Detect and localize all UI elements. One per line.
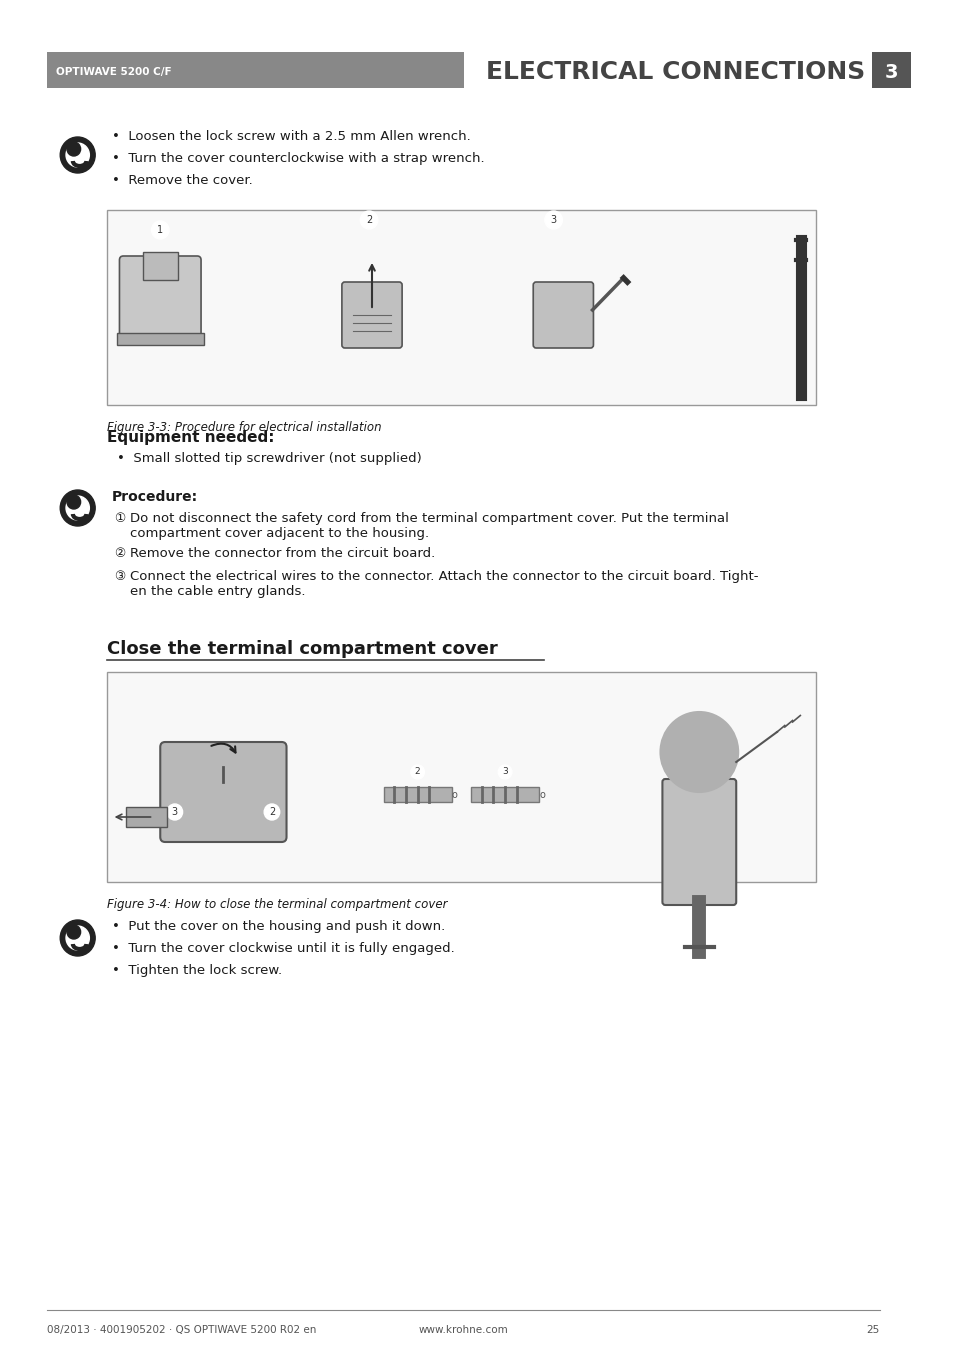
FancyBboxPatch shape — [116, 332, 204, 345]
Text: OPTIWAVE 5200 C/F: OPTIWAVE 5200 C/F — [56, 68, 172, 77]
Circle shape — [67, 142, 81, 155]
Text: 3: 3 — [501, 767, 507, 777]
Text: 3: 3 — [172, 807, 177, 817]
Circle shape — [60, 136, 95, 173]
Circle shape — [60, 490, 95, 526]
Text: o: o — [451, 790, 457, 800]
Text: •  Remove the cover.: • Remove the cover. — [112, 174, 253, 186]
Text: Connect the electrical wires to the connector. Attach the connector to the circu: Connect the electrical wires to the conn… — [130, 570, 758, 598]
Circle shape — [60, 920, 95, 957]
FancyBboxPatch shape — [160, 742, 286, 842]
Circle shape — [67, 925, 81, 939]
Text: ①: ① — [113, 512, 125, 526]
FancyBboxPatch shape — [341, 282, 401, 349]
Text: 2: 2 — [269, 807, 274, 817]
Text: ②: ② — [113, 547, 125, 561]
FancyBboxPatch shape — [871, 51, 910, 88]
Circle shape — [264, 804, 279, 820]
Circle shape — [497, 765, 512, 780]
Text: www.krohne.com: www.krohne.com — [418, 1325, 508, 1335]
Text: ③: ③ — [113, 570, 125, 584]
Text: Procedure:: Procedure: — [112, 490, 197, 504]
Circle shape — [167, 804, 182, 820]
Circle shape — [152, 222, 169, 239]
Text: o: o — [538, 790, 544, 800]
Text: Figure 3-4: How to close the terminal compartment cover: Figure 3-4: How to close the terminal co… — [107, 898, 447, 911]
Circle shape — [66, 925, 90, 950]
Text: Remove the connector from the circuit board.: Remove the connector from the circuit bo… — [130, 547, 435, 561]
Circle shape — [659, 712, 738, 792]
Circle shape — [66, 143, 90, 168]
Text: Equipment needed:: Equipment needed: — [107, 430, 274, 444]
FancyBboxPatch shape — [661, 780, 736, 905]
Circle shape — [67, 494, 81, 509]
Circle shape — [360, 211, 377, 230]
Text: 08/2013 · 4001905202 · QS OPTIWAVE 5200 R02 en: 08/2013 · 4001905202 · QS OPTIWAVE 5200 … — [47, 1325, 315, 1335]
FancyBboxPatch shape — [471, 788, 538, 802]
Text: •  Put the cover on the housing and push it down.: • Put the cover on the housing and push … — [112, 920, 444, 934]
Text: ELECTRICAL CONNECTIONS: ELECTRICAL CONNECTIONS — [485, 59, 864, 84]
FancyBboxPatch shape — [107, 671, 815, 882]
FancyBboxPatch shape — [143, 253, 177, 280]
FancyBboxPatch shape — [126, 807, 167, 827]
Text: 1: 1 — [157, 226, 163, 235]
Text: Close the terminal compartment cover: Close the terminal compartment cover — [107, 640, 497, 658]
Text: •  Turn the cover counterclockwise with a strap wrench.: • Turn the cover counterclockwise with a… — [112, 153, 484, 165]
Text: •  Turn the cover clockwise until it is fully engaged.: • Turn the cover clockwise until it is f… — [112, 942, 454, 955]
Text: 2: 2 — [415, 767, 420, 777]
Text: Figure 3-3: Procedure for electrical installation: Figure 3-3: Procedure for electrical ins… — [107, 422, 381, 434]
FancyBboxPatch shape — [107, 209, 815, 405]
Text: 3: 3 — [884, 62, 898, 81]
FancyBboxPatch shape — [383, 788, 451, 802]
FancyBboxPatch shape — [533, 282, 593, 349]
Text: •  Small slotted tip screwdriver (not supplied): • Small slotted tip screwdriver (not sup… — [116, 453, 421, 465]
Text: 3: 3 — [550, 215, 557, 226]
Text: 25: 25 — [866, 1325, 879, 1335]
Text: •  Tighten the lock screw.: • Tighten the lock screw. — [112, 965, 281, 977]
Circle shape — [66, 496, 90, 520]
Circle shape — [411, 765, 424, 780]
FancyBboxPatch shape — [47, 51, 464, 88]
Text: •  Loosen the lock screw with a 2.5 mm Allen wrench.: • Loosen the lock screw with a 2.5 mm Al… — [112, 130, 470, 143]
Text: 2: 2 — [366, 215, 372, 226]
Text: Do not disconnect the safety cord from the terminal compartment cover. Put the t: Do not disconnect the safety cord from t… — [130, 512, 728, 540]
Circle shape — [544, 211, 561, 230]
FancyBboxPatch shape — [119, 255, 201, 345]
